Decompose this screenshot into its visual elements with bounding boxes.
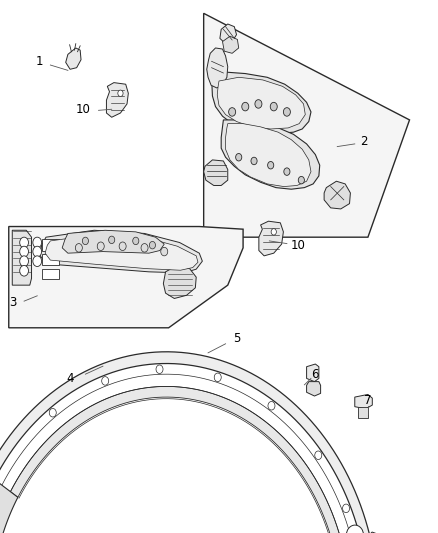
Text: 10: 10 [76, 103, 91, 116]
Circle shape [271, 229, 276, 235]
Circle shape [102, 377, 109, 385]
Polygon shape [220, 24, 237, 44]
Polygon shape [307, 364, 319, 382]
Circle shape [20, 265, 28, 276]
Circle shape [141, 244, 148, 252]
Polygon shape [259, 221, 283, 256]
Circle shape [268, 161, 274, 169]
Circle shape [251, 157, 257, 165]
Circle shape [255, 100, 262, 108]
Polygon shape [307, 382, 321, 396]
Text: 4: 4 [66, 372, 74, 385]
Polygon shape [217, 77, 305, 129]
Polygon shape [45, 235, 198, 270]
Bar [42, 254, 59, 265]
Circle shape [75, 244, 82, 252]
Polygon shape [221, 120, 320, 189]
Circle shape [20, 256, 28, 266]
Circle shape [133, 237, 139, 245]
Circle shape [97, 242, 104, 251]
Text: 6: 6 [311, 368, 319, 381]
Polygon shape [204, 13, 410, 237]
Polygon shape [362, 532, 384, 533]
Polygon shape [223, 36, 239, 53]
Polygon shape [12, 230, 32, 285]
Text: 2: 2 [360, 135, 367, 148]
Circle shape [20, 246, 28, 257]
Text: 3: 3 [10, 296, 17, 309]
Bar [42, 239, 59, 251]
Circle shape [119, 242, 126, 251]
Circle shape [82, 237, 88, 245]
Text: 5: 5 [233, 332, 240, 345]
Polygon shape [212, 72, 311, 133]
Circle shape [229, 108, 236, 116]
Text: 1: 1 [35, 55, 43, 68]
Circle shape [214, 373, 221, 382]
Polygon shape [0, 473, 18, 533]
Circle shape [156, 365, 163, 374]
Text: 10: 10 [290, 239, 305, 252]
Polygon shape [9, 227, 243, 328]
Polygon shape [226, 124, 311, 187]
Polygon shape [11, 386, 349, 533]
Circle shape [20, 237, 28, 248]
Polygon shape [0, 352, 377, 533]
Polygon shape [207, 48, 228, 88]
Circle shape [315, 451, 322, 459]
Circle shape [270, 102, 277, 111]
Polygon shape [106, 83, 128, 117]
Polygon shape [163, 266, 196, 298]
Circle shape [33, 246, 42, 257]
Circle shape [49, 408, 56, 417]
Circle shape [343, 504, 350, 513]
Circle shape [33, 237, 42, 248]
Circle shape [268, 401, 275, 410]
Bar [42, 269, 59, 279]
Polygon shape [62, 230, 164, 253]
Circle shape [284, 168, 290, 175]
Polygon shape [40, 230, 202, 273]
Circle shape [236, 154, 242, 161]
Circle shape [346, 525, 364, 533]
Circle shape [118, 90, 123, 96]
Text: 7: 7 [364, 394, 372, 407]
Circle shape [109, 236, 115, 244]
Polygon shape [324, 181, 350, 209]
Circle shape [298, 176, 304, 184]
Polygon shape [66, 48, 81, 69]
Circle shape [283, 108, 290, 116]
Circle shape [242, 102, 249, 111]
Polygon shape [204, 160, 228, 185]
Circle shape [33, 256, 42, 266]
Polygon shape [358, 407, 368, 418]
Circle shape [149, 241, 155, 249]
Circle shape [161, 247, 168, 256]
Polygon shape [355, 394, 372, 409]
